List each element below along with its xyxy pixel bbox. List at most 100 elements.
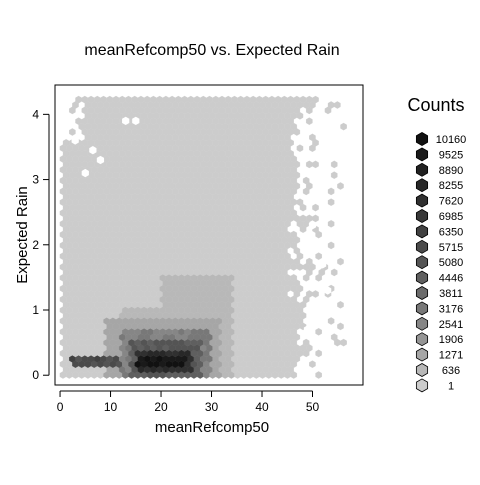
legend-swatch — [415, 301, 429, 316]
legend-swatch — [415, 147, 429, 162]
hex-cell — [337, 322, 344, 331]
hexbin-cells — [59, 95, 347, 379]
legend-swatch — [415, 162, 429, 177]
hex-cell — [315, 371, 322, 379]
legend-label: 8890 — [439, 165, 463, 177]
legend-swatch — [415, 363, 429, 377]
legend-label: 5715 — [439, 242, 463, 254]
legend-label: 8255 — [439, 180, 463, 192]
hex-cell — [337, 182, 344, 190]
y-tick-label: 3 — [32, 173, 39, 187]
x-axis: 0 10 20 30 40 50 — [57, 390, 320, 414]
legend-label: 636 — [442, 365, 460, 377]
legend-swatch — [415, 239, 429, 254]
y-axis: 0 1 2 3 4 — [32, 107, 50, 382]
hex-cell — [312, 95, 319, 104]
hex-cell — [309, 133, 316, 142]
x-axis-label: meanRefcomp50 — [155, 419, 269, 436]
hex-cell — [327, 220, 335, 228]
legend-swatch — [415, 316, 429, 331]
y-tick-label: 2 — [32, 238, 39, 252]
hex-cell — [340, 122, 347, 131]
legend-label: 6350 — [439, 226, 463, 238]
hex-gap — [122, 116, 130, 126]
legend-label: 1271 — [439, 350, 463, 362]
hex-cell — [315, 252, 322, 260]
hex-cell — [315, 349, 322, 358]
hex-gap — [303, 325, 312, 334]
hex-cell — [340, 338, 347, 347]
hex-cell — [330, 171, 338, 179]
hex-cell — [312, 214, 319, 223]
hex-cell — [337, 257, 344, 266]
legend-label: 6985 — [439, 211, 463, 223]
hex-cell — [327, 187, 335, 196]
legend-swatch — [415, 193, 429, 208]
legend-swatch — [415, 132, 429, 146]
hex-cell — [309, 360, 316, 368]
hex-cell — [334, 101, 341, 109]
hex-cell — [330, 160, 338, 169]
y-tick-label: 4 — [32, 107, 39, 121]
legend-swatch — [415, 178, 429, 193]
y-tick-label: 1 — [32, 303, 39, 317]
chart-title: meanRefcomp50 vs. Expected Rain — [84, 42, 339, 59]
legend-label: 10160 — [436, 134, 467, 146]
x-tick-label: 40 — [255, 400, 269, 414]
hex-gap — [89, 146, 97, 155]
x-tick-label: 30 — [205, 400, 219, 414]
hex-cell — [327, 198, 335, 206]
legend-swatch — [415, 209, 429, 223]
hex-cell — [315, 328, 322, 336]
hex-gap — [324, 286, 332, 295]
hex-cell — [302, 338, 310, 347]
hex-gap — [96, 155, 105, 165]
legend-swatch — [415, 332, 429, 347]
legend-label: 3176 — [439, 303, 463, 315]
hex-cell — [306, 160, 313, 169]
legend-label: 1 — [448, 380, 454, 392]
plot-frame — [54, 84, 364, 386]
y-tick-label: 0 — [32, 368, 39, 382]
hex-gap — [132, 116, 140, 126]
legend-title: Counts — [407, 95, 464, 115]
hex-cell — [290, 230, 297, 239]
hex-cell — [337, 301, 344, 309]
legend: Counts 10160 9525 8890 8255 7620 6985 6350 5715… — [407, 95, 466, 392]
hex-cell — [296, 198, 304, 206]
hex-cell — [330, 268, 338, 277]
hex-cell — [296, 144, 304, 152]
x-tick-label: 0 — [57, 400, 64, 414]
hex-cell — [327, 241, 335, 250]
legend-label: 5080 — [439, 257, 463, 269]
hex-cell — [302, 176, 310, 185]
hex-cell — [312, 290, 319, 298]
hex-cell — [327, 317, 335, 325]
hex-cell — [306, 117, 313, 125]
x-tick-label: 20 — [154, 400, 168, 414]
y-axis-label: Expected Rain — [14, 186, 31, 284]
x-tick-label: 10 — [104, 400, 118, 414]
legend-label: 4446 — [439, 273, 463, 285]
legend-swatch — [415, 270, 429, 285]
legend-label: 9525 — [439, 149, 463, 161]
legend-label: 7620 — [439, 196, 463, 208]
hex-gap — [71, 136, 79, 145]
hex-gap — [318, 260, 327, 269]
hex-cell — [330, 333, 338, 341]
legend-label: 3811 — [439, 288, 463, 300]
hex-cell — [290, 274, 297, 282]
hex-gap — [308, 221, 317, 230]
hex-cell — [312, 203, 319, 212]
legend-label: 2541 — [439, 319, 463, 331]
legend-swatch — [415, 347, 429, 362]
x-tick-label: 50 — [306, 400, 320, 414]
hex-gap — [81, 168, 89, 178]
hex-cell — [312, 160, 319, 169]
hex-cell — [306, 257, 313, 266]
legend-swatch — [415, 224, 429, 239]
legend-swatch — [415, 255, 429, 270]
legend-label: 1906 — [439, 334, 463, 346]
